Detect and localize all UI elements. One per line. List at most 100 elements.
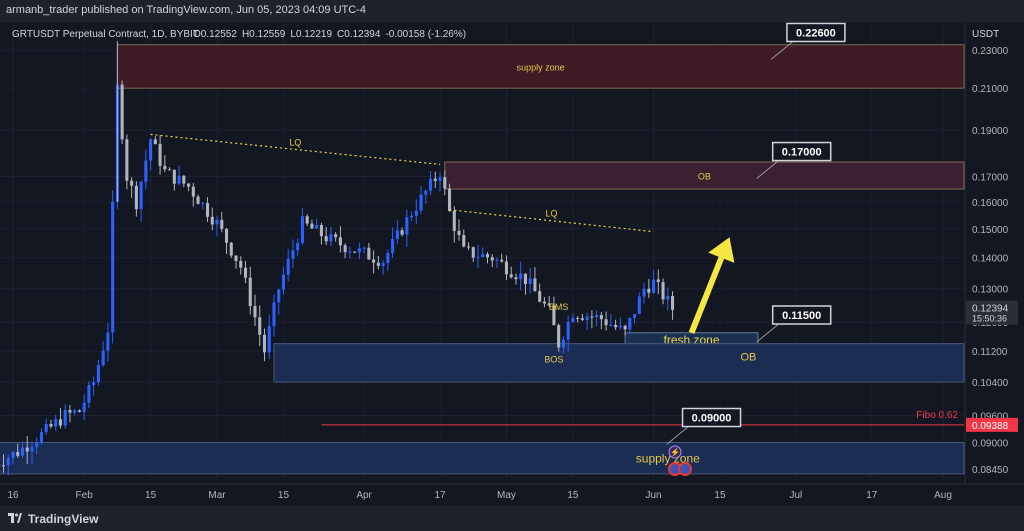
x-tick-label: 17: [434, 490, 446, 501]
overlays-layer: LQ LQ BMS BOS 0.22600 0.17000 0.11500 0.09000 ⚡: [150, 22, 846, 476]
candle-body: [77, 410, 81, 412]
price-callout-label: 0.09000: [692, 413, 732, 425]
candle-body: [324, 236, 328, 242]
candle-body: [618, 325, 622, 328]
y-tick-label: 0.15000: [972, 225, 1009, 236]
candle-body: [277, 289, 281, 303]
candle-body: [25, 447, 29, 452]
candle-body: [471, 247, 475, 258]
candle-body: [381, 263, 385, 266]
candle-body: [111, 201, 115, 333]
candle-body: [495, 259, 499, 261]
zone-label: supply zone: [636, 452, 700, 466]
chart-background: [0, 22, 1024, 506]
candle-body: [54, 419, 58, 427]
candle-body: [595, 315, 599, 318]
candle-body: [1, 465, 6, 467]
candle-body: [523, 273, 527, 285]
structure-label: BMS: [549, 302, 569, 312]
liquidity-trendline: [150, 133, 441, 166]
candle-body: [414, 210, 418, 216]
candle-body: [92, 382, 96, 386]
candle-body: [343, 245, 347, 253]
candle-body: [158, 144, 162, 166]
y-tick-label: 0.14000: [972, 254, 1009, 265]
candle-body: [215, 219, 219, 225]
candle-body: [666, 296, 670, 300]
ohlc-values: O0.12552 H0.12559 L0.12219 C0.12394 -0.00158…: [193, 29, 466, 40]
candle-body: [272, 302, 276, 327]
candle-body: [30, 447, 34, 452]
candle-body: [310, 223, 314, 229]
x-tick-label: Apr: [356, 490, 372, 501]
lightning-glyph: ⚡: [670, 447, 680, 457]
candle-body: [139, 181, 143, 210]
fibo-price-value: 0.09388: [972, 421, 1009, 432]
ohlc-change: -0.00158 (-1.26%): [385, 29, 466, 40]
candle-body: [35, 442, 39, 448]
candle-body: [224, 228, 229, 243]
candle-body: [172, 169, 176, 184]
last-price-value: 0.12394: [972, 304, 1009, 315]
candle-body: [68, 409, 72, 413]
candle-body: [82, 402, 86, 412]
candle-body: [362, 247, 366, 249]
candle-body: [585, 316, 589, 320]
candle-body: [243, 267, 248, 278]
candle-body: [433, 178, 437, 181]
structure-label: BOS: [544, 354, 563, 364]
x-tick-label: 15: [567, 490, 579, 501]
y-tick-label: 0.11200: [972, 347, 1008, 358]
y-tick-label: 0.16000: [972, 198, 1009, 209]
candle-body: [300, 216, 304, 244]
us-flag-event-icon[interactable]: [678, 462, 692, 476]
currency-label: USDT: [972, 29, 999, 40]
zone-demand_low: [0, 442, 965, 475]
candle-body: [628, 318, 632, 330]
x-axis-labels: 16 Feb 15 Mar 15 Apr 17 May 15 Jun 15 Jul 17 Aug: [7, 490, 951, 501]
lightning-event-icon[interactable]: [668, 445, 682, 459]
x-tick-label: 17: [866, 490, 878, 501]
candle-body: [652, 279, 656, 293]
candle-body: [561, 339, 565, 348]
candle-body: [234, 255, 238, 261]
y-tick-label: 0.21000: [972, 84, 1009, 95]
ohlc-key-c: C: [337, 29, 344, 40]
price-callout[interactable]: [786, 22, 846, 43]
candle-body: [661, 282, 665, 300]
price-callout[interactable]: [681, 407, 742, 428]
candle-body: [429, 178, 433, 191]
candle-body: [191, 186, 195, 197]
x-tick-label: 15: [278, 490, 290, 501]
fibo-label: Fibo 0.62: [916, 410, 958, 421]
candle-body: [538, 291, 542, 302]
price-callout[interactable]: [771, 305, 832, 325]
candle-body: [485, 254, 490, 258]
x-tick-label: Aug: [934, 490, 952, 501]
candle-body: [168, 169, 172, 171]
candle-body: [253, 306, 257, 318]
candle-body: [476, 257, 480, 259]
candle-body: [258, 317, 262, 335]
candle-body: [500, 259, 504, 262]
trendline-label: LQ: [546, 209, 558, 219]
candle-body: [405, 217, 409, 235]
candle-body: [353, 251, 357, 253]
candle-body: [182, 175, 186, 184]
candle-body: [334, 234, 338, 238]
candle-body: [452, 210, 456, 231]
price-callout[interactable]: [771, 141, 832, 162]
candle-body: [438, 177, 442, 181]
candle-body: [656, 279, 660, 283]
candle-body: [291, 250, 295, 259]
candle-body: [590, 316, 594, 318]
ohlc-value-o: 0.12552: [201, 29, 238, 40]
candle-body: [196, 196, 200, 205]
candle-body: [670, 296, 675, 310]
candle-body: [329, 234, 333, 242]
last-price-tag: [966, 300, 1018, 325]
candle-body: [39, 432, 44, 443]
price-axis[interactable]: [965, 22, 1024, 484]
candle-body: [296, 243, 300, 251]
